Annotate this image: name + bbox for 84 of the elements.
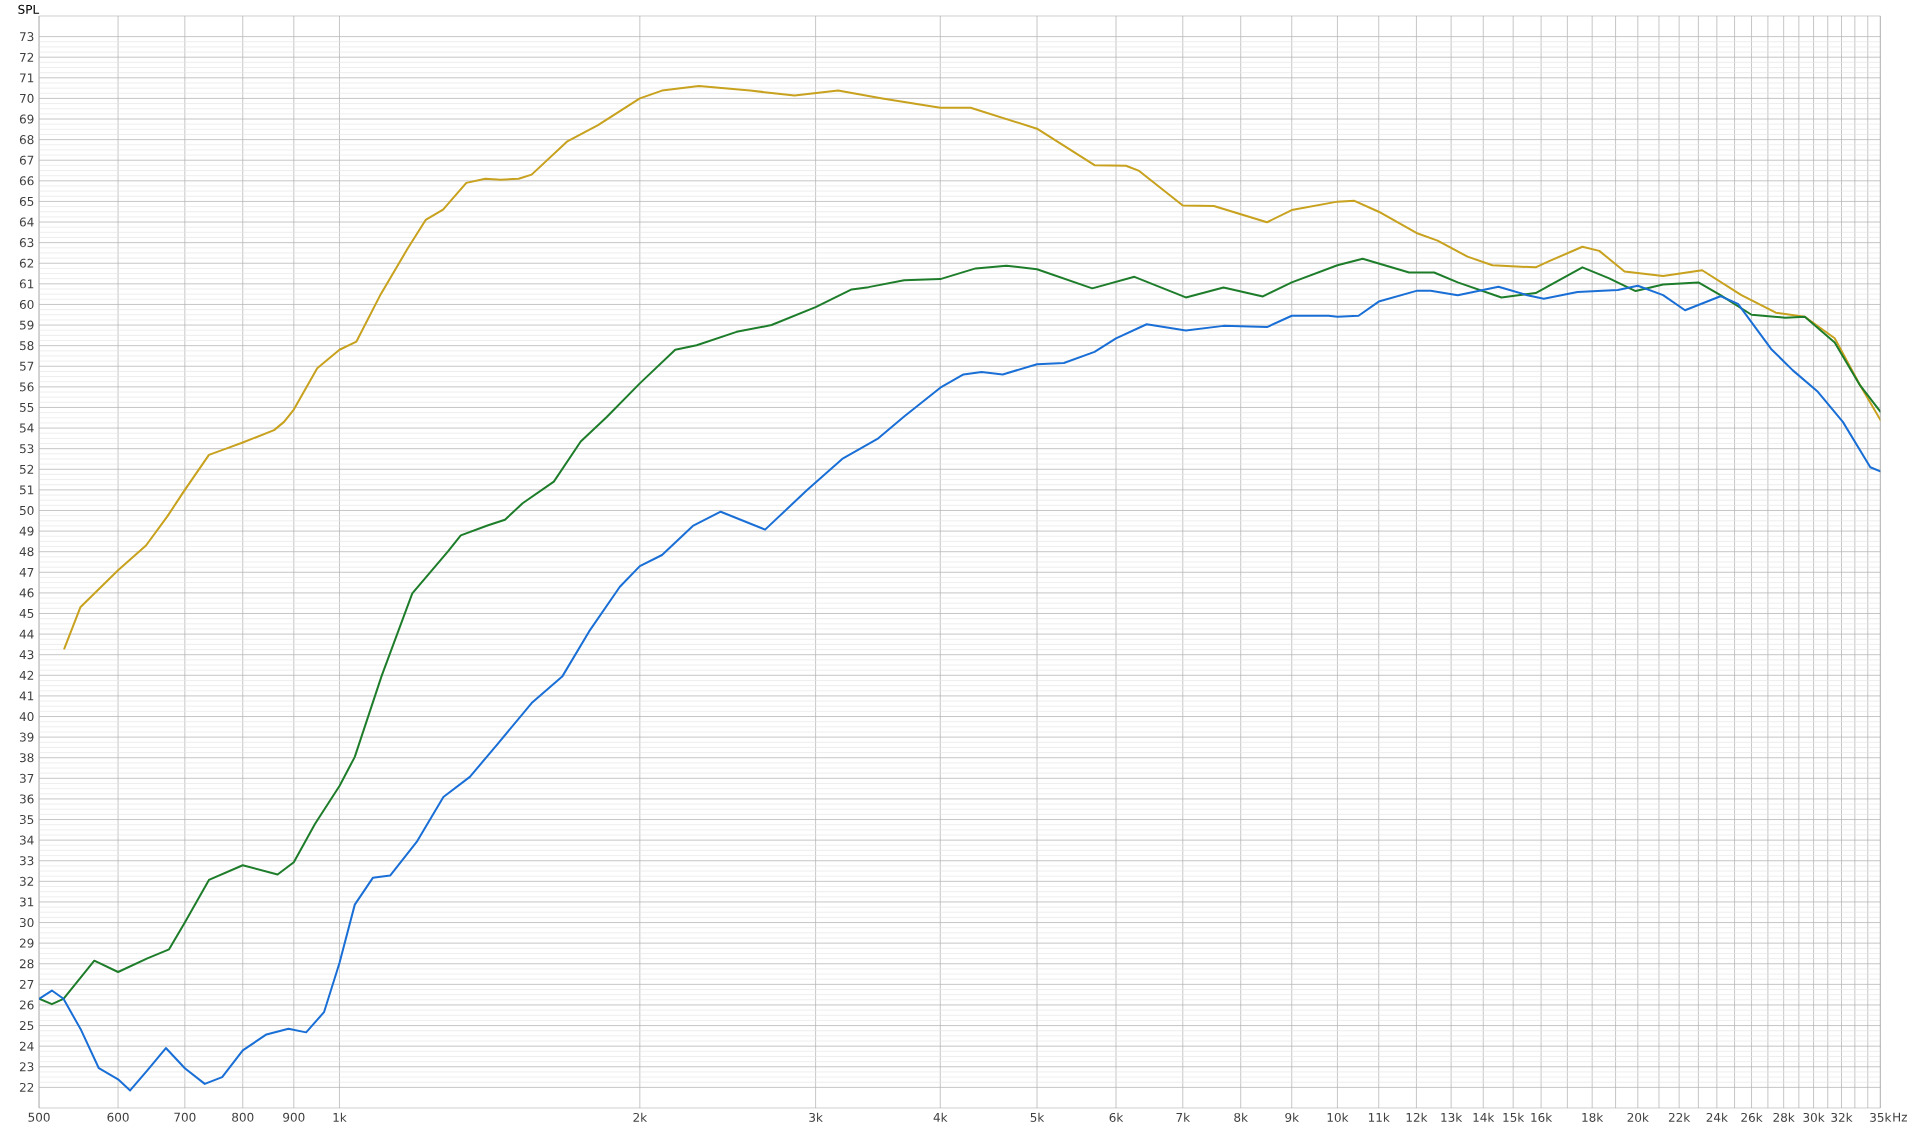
x-tick-label: 700 <box>174 1112 196 1122</box>
y-tick-label: 40 <box>19 711 34 722</box>
x-axis-title: Hz <box>1893 1112 1907 1122</box>
y-tick-label: 56 <box>19 382 34 392</box>
x-tick-label: 500 <box>28 1112 50 1122</box>
x-tick-label: 800 <box>232 1112 254 1122</box>
y-tick-label: 28 <box>19 959 34 969</box>
y-tick-label: 25 <box>19 1021 34 1031</box>
y-tick-label: 30 <box>19 918 34 928</box>
y-tick-label: 45 <box>19 609 34 618</box>
y-tick-label: 64 <box>19 217 34 227</box>
y-tick-label: 35 <box>19 814 34 825</box>
y-tick-label: 23 <box>19 1062 34 1072</box>
y-tick-label: 63 <box>19 238 34 248</box>
y-axis-title: SPL <box>18 4 40 14</box>
x-tick-label: 8k <box>1234 1112 1248 1122</box>
x-tick-label: 26k <box>1741 1112 1763 1122</box>
x-tick-label: 9k <box>1285 1112 1300 1122</box>
y-tick-label: 50 <box>19 505 34 516</box>
x-tick-label: 1k <box>333 1112 347 1122</box>
x-tick-label: 11k <box>1368 1112 1390 1122</box>
y-tick-label: 24 <box>19 1041 34 1051</box>
y-tick-label: 54 <box>19 423 34 433</box>
y-tick-label: 27 <box>19 979 34 989</box>
x-tick-label: 7k <box>1176 1112 1191 1122</box>
y-tick-label: 43 <box>19 650 34 660</box>
x-tick-label: 18k <box>1582 1112 1604 1122</box>
x-tick-label: 30k <box>1803 1112 1825 1122</box>
x-tick-label: 35k <box>1870 1112 1892 1122</box>
x-tick-label: 4k <box>933 1112 948 1122</box>
x-tick-label: 2k <box>633 1112 648 1122</box>
y-tick-label: 69 <box>19 114 34 124</box>
x-tick-label: 14k <box>1473 1112 1495 1122</box>
x-tick-label: 5k <box>1030 1112 1045 1122</box>
y-tick-label: 46 <box>19 588 34 598</box>
x-tick-label: 20k <box>1627 1112 1649 1122</box>
y-tick-label: 67 <box>19 155 34 165</box>
y-tick-label: 68 <box>19 135 34 145</box>
y-tick-label: 34 <box>19 835 34 845</box>
y-tick-label: 73 <box>20 32 34 42</box>
x-tick-label: 10k <box>1327 1112 1349 1122</box>
y-tick-label: 52 <box>19 464 34 474</box>
x-tick-label: 12k <box>1406 1112 1428 1122</box>
y-tick-label: 37 <box>19 773 34 783</box>
y-tick-label: 49 <box>19 526 34 536</box>
y-tick-label: 26 <box>19 1000 34 1010</box>
y-tick-label: 38 <box>19 753 34 763</box>
y-tick-label: 22 <box>19 1082 34 1092</box>
y-tick-label: 42 <box>19 670 34 680</box>
y-tick-label: 48 <box>19 547 34 557</box>
y-tick-label: 39 <box>19 732 34 742</box>
y-tick-label: 65 <box>19 196 34 206</box>
y-tick-label: 31 <box>19 897 34 907</box>
x-tick-label: 32k <box>1831 1112 1853 1122</box>
y-tick-label: 44 <box>19 629 34 639</box>
x-tick-label: 15k <box>1503 1112 1525 1122</box>
y-tick-label: 61 <box>19 279 34 289</box>
y-tick-label: 66 <box>19 176 34 186</box>
y-tick-label: 58 <box>19 341 34 351</box>
y-tick-label: 57 <box>19 361 34 371</box>
x-tick-label: 600 <box>107 1112 129 1122</box>
y-tick-label: 36 <box>19 794 34 804</box>
x-tick-label: 6k <box>1109 1112 1124 1122</box>
y-tick-label: 62 <box>19 258 34 268</box>
x-tick-label: 3k <box>809 1112 823 1122</box>
x-tick-label: 22k <box>1668 1112 1691 1122</box>
x-tick-label: 900 <box>283 1112 305 1122</box>
y-tick-label: 47 <box>19 567 34 577</box>
y-tick-label: 55 <box>19 403 34 412</box>
x-tick-label: 13k <box>1441 1112 1463 1122</box>
y-tick-label: 59 <box>19 320 34 330</box>
x-tick-label: 28k <box>1773 1112 1795 1122</box>
y-tick-label: 51 <box>19 485 34 495</box>
y-tick-label: 53 <box>19 444 34 454</box>
y-tick-label: 71 <box>20 73 34 83</box>
x-tick-label: 24k <box>1706 1112 1728 1122</box>
y-tick-label: 29 <box>19 938 34 948</box>
y-tick-label: 70 <box>20 93 34 103</box>
y-tick-label: 72 <box>20 52 34 62</box>
y-tick-label: 32 <box>19 876 34 886</box>
y-tick-label: 60 <box>19 299 34 309</box>
y-tick-label: 33 <box>19 856 34 866</box>
y-tick-label: 41 <box>19 691 34 701</box>
x-tick-label: 16k <box>1531 1112 1553 1122</box>
